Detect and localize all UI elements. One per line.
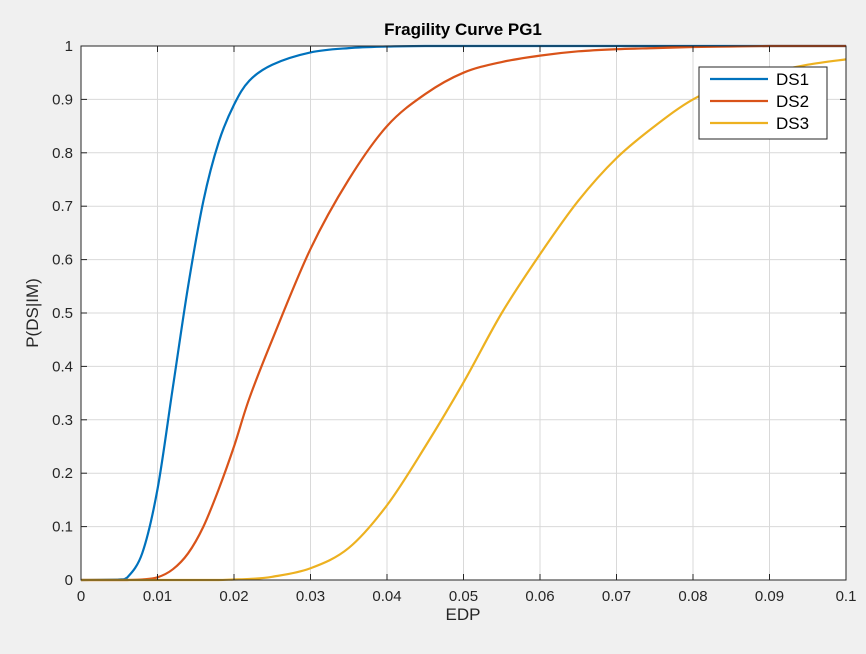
- series-line-ds2: [81, 44, 846, 582]
- x-tick-label: 0.02: [219, 588, 248, 605]
- x-axis-label: EDP: [446, 605, 481, 624]
- x-tick-label: 0: [77, 588, 85, 605]
- legend-label-ds1: DS1: [776, 70, 809, 89]
- y-tick-label: 0.6: [52, 252, 73, 269]
- y-tick-label: 0.4: [52, 358, 73, 375]
- y-ticks: 0 0.1 0.2 0.3 0.4 0.5 0.6 0.7 0.8 0.9 1: [52, 38, 846, 589]
- y-tick-label: 0.9: [52, 91, 73, 108]
- y-tick-label: 0.5: [52, 305, 73, 322]
- chart-title: Fragility Curve PG1: [384, 20, 542, 39]
- x-tick-label: 0.1: [836, 588, 857, 605]
- x-ticks: 0 0.01 0.02 0.03 0.04 0.05 0.06 0.07 0.08 0.09 0.1: [77, 46, 857, 605]
- x-tick-label: 0.05: [449, 588, 478, 605]
- y-axis-label: P(DS|IM): [23, 278, 42, 348]
- legend-label-ds3: DS3: [776, 114, 809, 133]
- x-tick-label: 0.04: [372, 588, 401, 605]
- y-tick-label: 0.3: [52, 412, 73, 429]
- x-tick-label: 0.01: [143, 588, 172, 605]
- y-tick-label: 0: [65, 572, 73, 589]
- legend-label-ds2: DS2: [776, 92, 809, 111]
- y-tick-label: 0.2: [52, 465, 73, 482]
- x-tick-label: 0.07: [602, 588, 631, 605]
- y-tick-label: 1: [65, 38, 73, 55]
- y-tick-label: 0.8: [52, 145, 73, 162]
- x-tick-label: 0.08: [678, 588, 707, 605]
- x-tick-label: 0.09: [755, 588, 784, 605]
- x-tick-label: 0.03: [296, 588, 325, 605]
- y-tick-label: 0.1: [52, 519, 73, 536]
- x-tick-label: 0.06: [525, 588, 554, 605]
- y-tick-label: 0.7: [52, 198, 73, 215]
- legend: DS1 DS2 DS3: [698, 66, 828, 140]
